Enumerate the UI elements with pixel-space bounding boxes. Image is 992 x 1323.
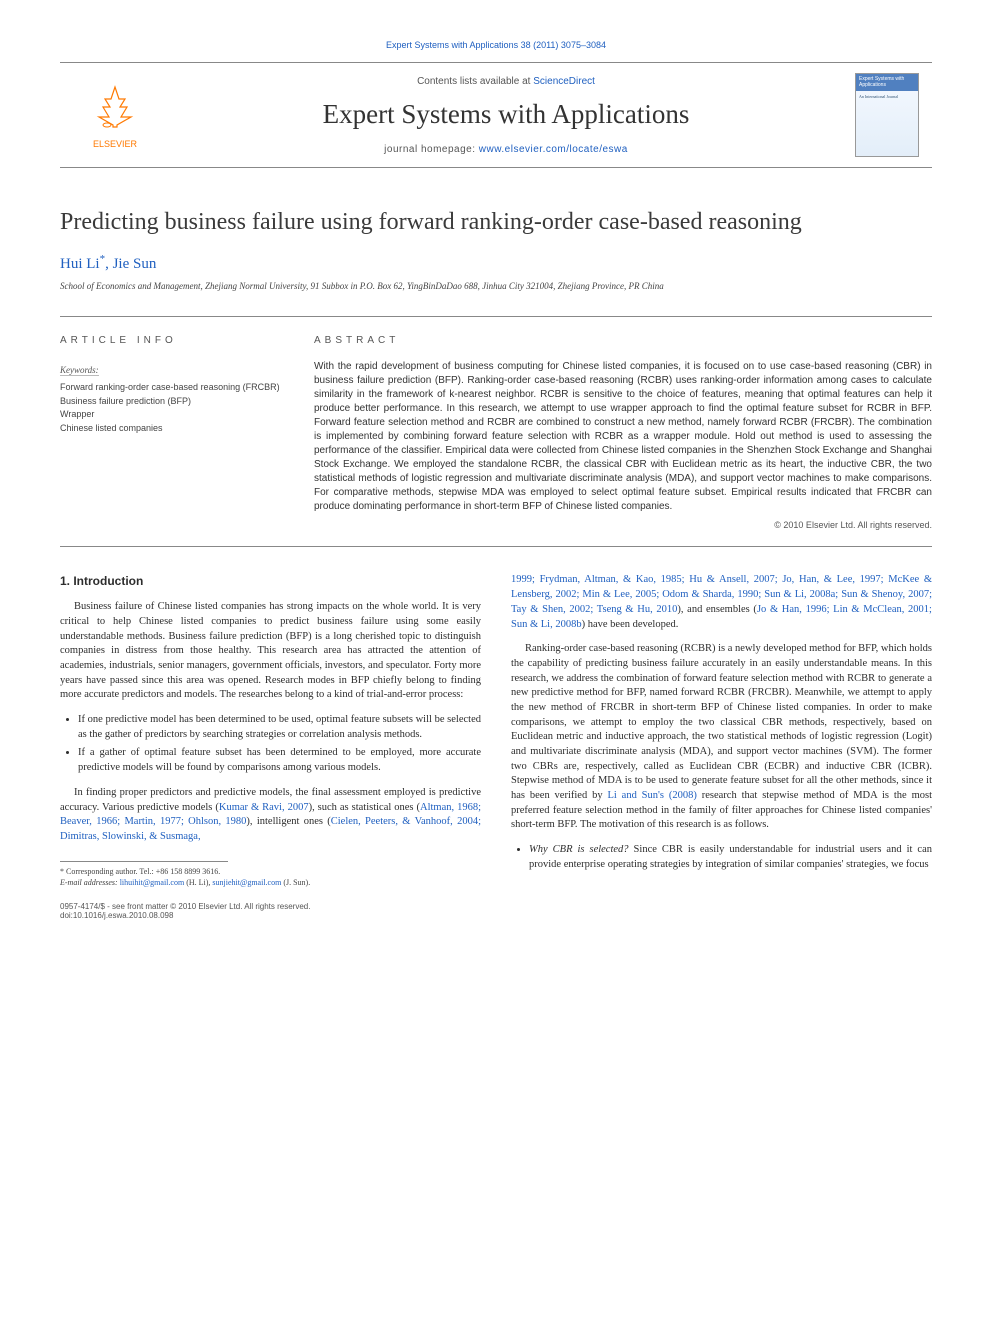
email-who-1: (H. Li), bbox=[184, 878, 212, 887]
publisher-logo-block: ELSEVIER bbox=[60, 81, 170, 149]
keyword-item: Business failure prediction (BFP) bbox=[60, 395, 280, 409]
article-info-column: ARTICLE INFO Keywords: Forward ranking-o… bbox=[60, 335, 280, 530]
contents-prefix: Contents lists available at bbox=[417, 76, 533, 87]
footer-left: 0957-4174/$ - see front matter © 2010 El… bbox=[60, 902, 310, 920]
body-two-column: 1. Introduction Business failure of Chin… bbox=[60, 573, 932, 887]
journal-title: Expert Systems with Applications bbox=[170, 99, 842, 130]
motivation-bullet-list: Why CBR is selected? Since CBR is easily… bbox=[511, 843, 932, 872]
section-1-heading: 1. Introduction bbox=[60, 573, 481, 590]
email-footnote: E-mail addresses: lihuihit@gmail.com (H.… bbox=[60, 877, 481, 888]
refs-continuation: 1999; Frydman, Altman, & Kao, 1985; Hu &… bbox=[511, 573, 932, 632]
cover-thumb-title: Expert Systems with Applications bbox=[856, 74, 918, 91]
keyword-item: Wrapper bbox=[60, 408, 280, 422]
list-item: If a gather of optimal feature subset ha… bbox=[78, 746, 481, 775]
keyword-item: Forward ranking-order case-based reasoni… bbox=[60, 381, 280, 395]
page-footer: 0957-4174/$ - see front matter © 2010 El… bbox=[60, 902, 932, 920]
email-who-2: (J. Sun). bbox=[281, 878, 310, 887]
author-1: Hui Li bbox=[60, 256, 100, 272]
citation-link[interactable]: Li and Sun's (2008) bbox=[607, 790, 696, 801]
text-run: ), and ensembles ( bbox=[677, 604, 757, 615]
list-item: Why CBR is selected? Since CBR is easily… bbox=[529, 843, 932, 872]
elsevier-wordmark: ELSEVIER bbox=[93, 139, 137, 149]
text-run: ) have been developed. bbox=[582, 619, 679, 630]
intro-bullet-list: If one predictive model has been determi… bbox=[60, 713, 481, 776]
intro-paragraph-1: Business failure of Chinese listed compa… bbox=[60, 600, 481, 703]
abstract-column: ABSTRACT With the rapid development of b… bbox=[314, 335, 932, 530]
sciencedirect-link[interactable]: ScienceDirect bbox=[533, 76, 595, 87]
article-title: Predicting business failure using forwar… bbox=[60, 208, 932, 237]
cover-thumbnail-block: Expert Systems with Applications An Inte… bbox=[842, 73, 932, 157]
elsevier-tree-icon bbox=[87, 81, 143, 137]
abstract-head: ABSTRACT bbox=[314, 335, 932, 346]
why-cbr-question: Why CBR is selected? bbox=[529, 844, 629, 855]
article-info-head: ARTICLE INFO bbox=[60, 335, 280, 346]
masthead: ELSEVIER Contents lists available at Sci… bbox=[60, 62, 932, 168]
keywords-label: Keywords: bbox=[60, 365, 99, 376]
journal-homepage-line: journal homepage: www.elsevier.com/locat… bbox=[170, 144, 842, 155]
email-link-1[interactable]: lihuihit@gmail.com bbox=[120, 878, 184, 887]
masthead-center: Contents lists available at ScienceDirec… bbox=[170, 76, 842, 155]
affiliation: School of Economics and Management, Zhej… bbox=[60, 281, 932, 293]
corresponding-star-icon: * bbox=[100, 253, 106, 265]
info-abstract-row: ARTICLE INFO Keywords: Forward ranking-o… bbox=[60, 316, 932, 547]
homepage-prefix: journal homepage: bbox=[384, 144, 479, 155]
abstract-text: With the rapid development of business c… bbox=[314, 360, 932, 514]
citation-link[interactable]: Kumar & Ravi, 2007 bbox=[219, 802, 309, 813]
abstract-copyright: © 2010 Elsevier Ltd. All rights reserved… bbox=[314, 520, 932, 530]
doi-line: doi:10.1016/j.eswa.2010.08.098 bbox=[60, 911, 310, 920]
intro-paragraph-2: In finding proper predictors and predict… bbox=[60, 786, 481, 845]
text-run: ), intelligent ones ( bbox=[246, 816, 330, 827]
journal-citation-header: Expert Systems with Applications 38 (201… bbox=[60, 40, 932, 50]
corresponding-author-footnote: * Corresponding author. Tel.: +86 158 88… bbox=[60, 866, 481, 877]
email-label: E-mail addresses: bbox=[60, 878, 118, 887]
body-column-right: 1999; Frydman, Altman, & Kao, 1985; Hu &… bbox=[511, 573, 932, 887]
list-item: If one predictive model has been determi… bbox=[78, 713, 481, 742]
keywords-list: Forward ranking-order case-based reasoni… bbox=[60, 381, 280, 435]
text-run: ), such as statistical ones ( bbox=[309, 802, 420, 813]
contents-available-line: Contents lists available at ScienceDirec… bbox=[170, 76, 842, 87]
journal-cover-thumbnail: Expert Systems with Applications An Inte… bbox=[855, 73, 919, 157]
authors-line: Hui Li*, Jie Sun bbox=[60, 253, 932, 273]
journal-homepage-link[interactable]: www.elsevier.com/locate/eswa bbox=[479, 144, 628, 155]
author-2: Jie Sun bbox=[113, 256, 157, 272]
body-column-left: 1. Introduction Business failure of Chin… bbox=[60, 573, 481, 887]
cover-thumb-subtitle: An International Journal bbox=[856, 91, 918, 102]
email-link-2[interactable]: sunjiehit@gmail.com bbox=[212, 878, 281, 887]
front-matter-line: 0957-4174/$ - see front matter © 2010 El… bbox=[60, 902, 310, 911]
rcbr-paragraph: Ranking-order case-based reasoning (RCBR… bbox=[511, 642, 932, 833]
text-run: Ranking-order case-based reasoning (RCBR… bbox=[511, 643, 932, 801]
keyword-item: Chinese listed companies bbox=[60, 422, 280, 436]
